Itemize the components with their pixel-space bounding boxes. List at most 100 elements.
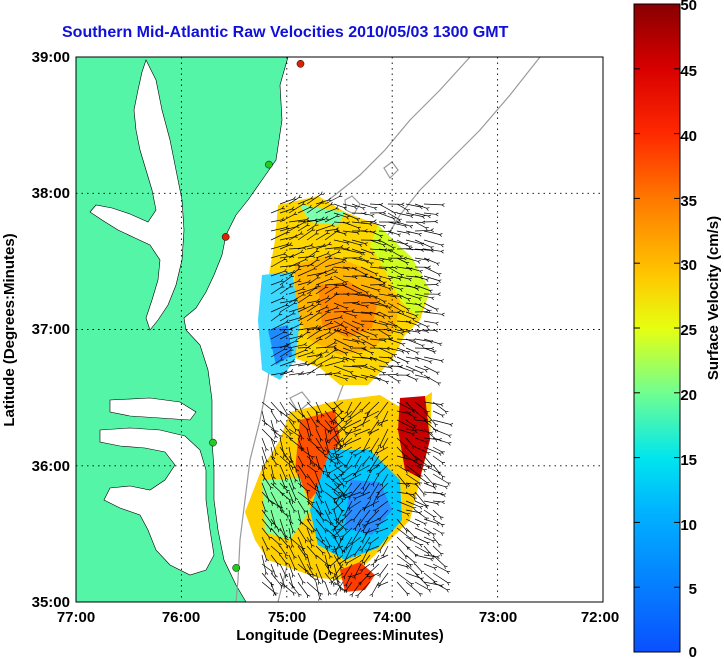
velocity-arrow-head bbox=[342, 417, 345, 422]
velocity-arrow bbox=[342, 311, 355, 317]
velocity-arrow-head bbox=[274, 435, 276, 439]
velocity-arrow-head bbox=[389, 367, 393, 370]
velocity-arrow-head bbox=[343, 584, 347, 587]
velocity-arrow bbox=[342, 275, 355, 278]
velocity-arrow-head bbox=[264, 509, 268, 513]
velocity-arrow bbox=[405, 554, 415, 563]
velocity-arrow bbox=[375, 500, 389, 511]
velocity-arrow-head bbox=[401, 204, 405, 207]
velocity-arrow bbox=[378, 302, 389, 308]
velocity-arrow bbox=[354, 464, 371, 474]
velocity-arrow-head bbox=[318, 325, 321, 329]
velocity-arrow-head bbox=[349, 542, 353, 545]
velocity-arrow bbox=[261, 410, 266, 423]
velocity-arrow-head bbox=[437, 292, 441, 295]
velocity-arrow-head bbox=[419, 270, 423, 274]
velocity-arrow bbox=[315, 278, 331, 286]
velocity-arrow bbox=[396, 491, 413, 495]
velocity-arrow-head bbox=[419, 544, 423, 548]
velocity-arrow-head bbox=[327, 309, 330, 313]
x-axis-label: Longitude (Degrees:Minutes) bbox=[236, 627, 444, 644]
velocity-arrows bbox=[261, 191, 454, 601]
velocity-arrow bbox=[369, 356, 387, 364]
velocity-arrow-head bbox=[332, 409, 334, 413]
velocity-arrow bbox=[423, 473, 434, 485]
velocity-arrow bbox=[306, 286, 318, 295]
velocity-arrow-head bbox=[440, 404, 444, 407]
colorbar-label: Surface Velocity (cm/s) bbox=[705, 216, 722, 380]
velocity-arrow-head bbox=[388, 278, 392, 282]
velocity-arrow bbox=[270, 304, 287, 313]
velocity-arrow-head bbox=[444, 486, 448, 490]
velocity-arrow bbox=[324, 437, 329, 451]
velocity-arrow bbox=[414, 365, 426, 371]
velocity-arrow-head bbox=[283, 346, 286, 350]
velocity-arrow bbox=[297, 536, 306, 554]
velocity-arrow-head bbox=[412, 318, 415, 322]
velocity-arrow bbox=[432, 500, 443, 503]
velocity-arrow-head bbox=[417, 331, 421, 335]
velocity-arrow-head bbox=[353, 268, 357, 271]
velocity-arrow bbox=[324, 342, 335, 349]
velocity-arrow-head bbox=[413, 535, 417, 538]
velocity-arrow-head bbox=[406, 593, 408, 597]
velocity-arrow-head bbox=[331, 421, 333, 425]
velocity-arrow-head bbox=[416, 287, 420, 289]
velocity-arrow-head bbox=[443, 493, 447, 495]
velocity-arrow bbox=[315, 518, 326, 531]
velocity-arrow bbox=[351, 302, 367, 307]
velocity-arrow-head bbox=[356, 232, 360, 235]
pamlico-sound bbox=[99, 427, 215, 576]
velocity-arrow-head bbox=[435, 330, 438, 333]
velocity-arrow bbox=[423, 320, 436, 324]
velocity-arrow bbox=[423, 419, 436, 430]
velocity-arrow-head bbox=[329, 555, 333, 558]
velocity-arrow-head bbox=[346, 242, 350, 246]
velocity-arrow bbox=[363, 437, 371, 450]
velocity-arrow bbox=[369, 365, 384, 373]
velocity-arrow bbox=[270, 208, 283, 214]
velocity-arrow bbox=[414, 554, 431, 560]
colorbar-tick-label: 20 bbox=[680, 387, 697, 404]
colorbar-scale bbox=[633, 3, 681, 653]
y-tick-label: 36:00 bbox=[32, 458, 70, 475]
velocity-arrow bbox=[288, 536, 303, 549]
velocity-arrow-head bbox=[319, 593, 323, 595]
velocity-arrow-head bbox=[410, 215, 414, 219]
velocity-arrow-head bbox=[329, 320, 333, 324]
velocity-arrow-head bbox=[306, 222, 309, 226]
velocity-arrow-head bbox=[354, 315, 357, 319]
velocity-arrow-head bbox=[305, 539, 309, 542]
velocity-arrow-head bbox=[388, 316, 391, 320]
velocity-arrow-head bbox=[357, 594, 359, 598]
velocity-arrow bbox=[288, 288, 303, 295]
velocity-arrow-head bbox=[346, 433, 350, 436]
velocity-arrow-head bbox=[406, 513, 410, 517]
velocity-arrow-head bbox=[333, 344, 337, 348]
velocity-arrow bbox=[423, 356, 442, 361]
velocity-arrow-head bbox=[376, 311, 380, 314]
x-tick-label: 75:00 bbox=[268, 609, 306, 626]
velocity-arrow bbox=[333, 338, 350, 348]
velocity-arrow bbox=[315, 244, 329, 250]
velocity-arrow bbox=[342, 374, 355, 378]
velocity-arrow-head bbox=[352, 359, 355, 363]
velocity-arrow-head bbox=[441, 532, 444, 536]
velocity-arrow bbox=[381, 473, 389, 485]
velocity-arrow bbox=[378, 311, 389, 318]
velocity-arrow-head bbox=[330, 426, 334, 429]
velocity-arrow-head bbox=[428, 419, 432, 422]
velocity-arrow bbox=[369, 311, 383, 317]
velocity-arrow bbox=[333, 365, 351, 373]
velocity-arrow-head bbox=[448, 435, 451, 438]
velocity-arrow bbox=[324, 287, 336, 295]
velocity-arrow-head bbox=[432, 533, 435, 537]
velocity-arrow bbox=[354, 545, 362, 555]
velocity-arrow bbox=[279, 545, 286, 555]
velocity-arrow-head bbox=[310, 433, 314, 437]
velocity-arrow-head bbox=[422, 215, 426, 217]
velocity-arrow bbox=[432, 455, 443, 463]
velocity-arrow-head bbox=[364, 549, 368, 551]
velocity-arrow-head bbox=[294, 234, 298, 237]
velocity-arrow bbox=[306, 491, 310, 503]
